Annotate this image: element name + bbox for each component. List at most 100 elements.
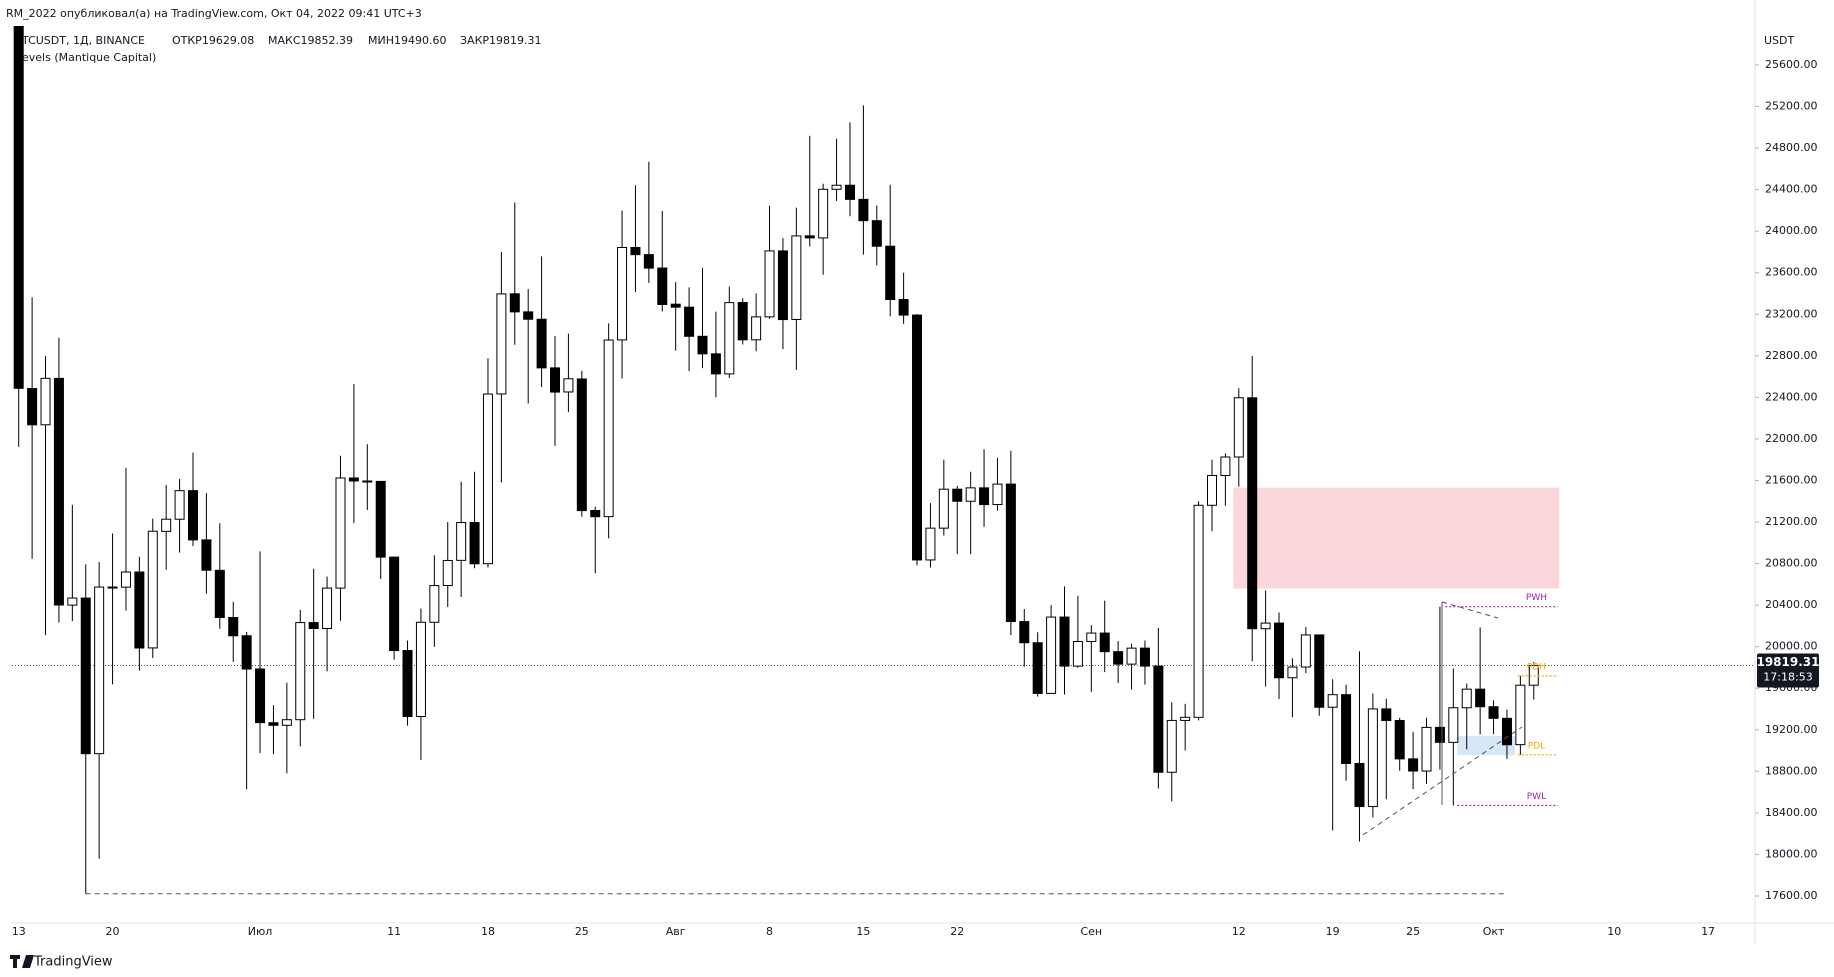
candle-body [402, 650, 413, 717]
candle-body [295, 622, 306, 721]
y-tick-label: 23600.00 [1765, 266, 1818, 279]
candle-body [1099, 632, 1110, 653]
candle-body [898, 299, 909, 316]
candle-body [1475, 688, 1486, 708]
candle-body [482, 393, 493, 565]
x-tick-label: Сен [1080, 925, 1102, 938]
candle-body [938, 488, 949, 529]
candle-body [308, 622, 319, 630]
x-tick-label: Окт [1483, 925, 1505, 938]
candle-body [1341, 694, 1352, 764]
candle-body [1300, 634, 1311, 668]
candle-body [40, 377, 51, 426]
candle-body [844, 184, 855, 200]
candle-body [174, 490, 185, 520]
candle-body [67, 597, 78, 606]
candle-body [1032, 642, 1043, 694]
candle-body [523, 311, 534, 320]
candle-body [1394, 720, 1405, 760]
level-label: PWH [1526, 593, 1547, 603]
legend-indicator: evels (Mantique Capital) [22, 51, 156, 64]
candle-body [415, 621, 426, 717]
candle-body [188, 490, 199, 541]
y-tick-label: 20000.00 [1765, 640, 1818, 653]
candle-body [737, 302, 748, 341]
x-tick-label: 18 [481, 925, 495, 938]
countdown: 17:18:53 [1763, 670, 1812, 683]
y-tick-label: 21600.00 [1765, 473, 1818, 486]
candle-body [791, 235, 802, 320]
y-tick-label: 18000.00 [1765, 847, 1818, 860]
candle-body [429, 585, 440, 623]
candle-body [550, 367, 561, 393]
x-tick-label: Июл [248, 925, 273, 938]
candle-body [362, 480, 373, 483]
candle-body [375, 480, 386, 558]
zone-layer [12, 487, 1755, 895]
candle-body [1139, 647, 1150, 667]
candle-body [724, 302, 735, 375]
candle-body [684, 306, 695, 337]
candle-body [1005, 483, 1016, 623]
candle-body [348, 477, 359, 482]
candle-body [1434, 726, 1445, 743]
x-tick-label: 13 [12, 925, 26, 938]
candle-body [1233, 397, 1244, 458]
candle-body [617, 246, 628, 341]
y-tick-label: 21200.00 [1765, 515, 1818, 528]
candle-body [979, 487, 990, 506]
candle-body [1260, 622, 1271, 630]
candle-body [818, 188, 829, 239]
candle-body [335, 477, 346, 589]
candle-body [120, 571, 131, 588]
candle-body [509, 293, 520, 313]
candle-body [1314, 634, 1325, 708]
y-tick-label: 18800.00 [1765, 764, 1818, 777]
candle-body [697, 335, 708, 355]
candle-body [1166, 719, 1177, 773]
candle-body [469, 522, 480, 565]
candle-body [1448, 707, 1459, 743]
candle-body [161, 518, 172, 532]
candle-body [965, 487, 976, 502]
zone [1457, 736, 1516, 756]
candle-body [389, 556, 400, 652]
candle-body [1126, 647, 1137, 665]
candle-body [1408, 758, 1419, 772]
y-tick-label: 20800.00 [1765, 557, 1818, 570]
y-tick-label: 22800.00 [1765, 349, 1818, 362]
candle-body [925, 527, 936, 561]
axis-unit: USDT [1764, 34, 1795, 47]
x-tick-label: 25 [575, 925, 589, 938]
y-tick-label: 25200.00 [1765, 100, 1818, 113]
legend-open: ОТКР19629.08 [172, 34, 254, 47]
candle-body [228, 616, 239, 637]
candle-body [576, 378, 587, 512]
candle-body [241, 635, 252, 670]
candle-body [13, 26, 24, 389]
candle-body [496, 293, 507, 395]
candle-body [590, 509, 601, 518]
candle-body [281, 719, 292, 726]
legend-close: ЗАКР19819.31 [460, 34, 542, 47]
x-tick-label: 20 [106, 925, 120, 938]
candle-body [214, 569, 225, 618]
x-tick-label: 12 [1232, 925, 1246, 938]
x-tick-label: 25 [1406, 925, 1420, 938]
x-tick-label: 11 [387, 925, 401, 938]
x-tick-label: 17 [1701, 925, 1715, 938]
y-tick-label: 22000.00 [1765, 432, 1818, 445]
candle-body [201, 539, 212, 571]
y-tick-label: 24400.00 [1765, 183, 1818, 196]
y-tick-label: 22400.00 [1765, 390, 1818, 403]
candle-body [777, 250, 788, 321]
candle-body [1220, 456, 1231, 476]
candle-body [322, 587, 333, 630]
candle-body [630, 246, 641, 256]
candle-body [1247, 397, 1258, 630]
candle-body [1072, 640, 1083, 667]
candle-body [1046, 616, 1057, 694]
candle-body [871, 220, 882, 247]
candle-body [1206, 474, 1217, 506]
